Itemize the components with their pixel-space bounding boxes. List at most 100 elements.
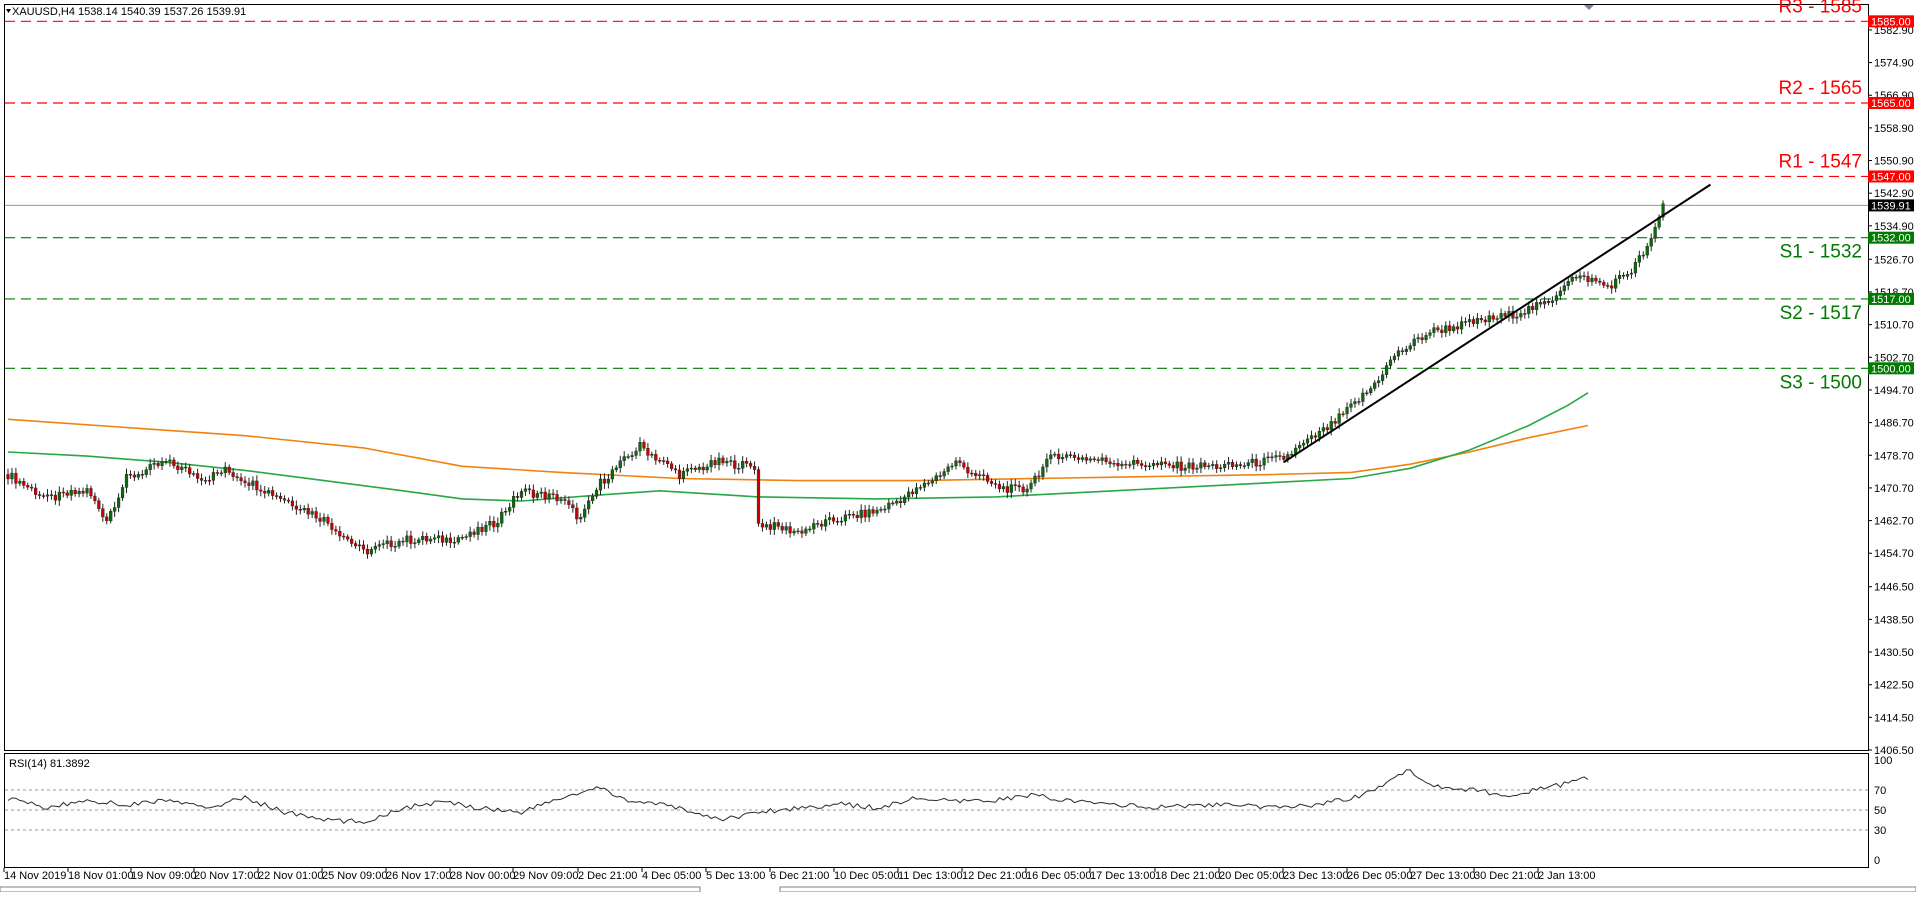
candle-body	[1250, 458, 1254, 463]
candle-body	[140, 474, 144, 476]
candle-body	[820, 524, 824, 527]
tab-strip-right[interactable]	[779, 886, 1916, 893]
candle-body	[535, 493, 539, 498]
candle-body	[1416, 337, 1420, 340]
candle-body	[737, 468, 741, 470]
candle-body	[1499, 313, 1503, 319]
candle-body	[1076, 457, 1081, 460]
candle-body	[946, 466, 950, 472]
candle-body	[1041, 466, 1045, 477]
candle-body	[993, 483, 998, 485]
candle-body	[1380, 374, 1385, 381]
shift-marker-icon[interactable]	[1584, 5, 1594, 10]
candle-body	[203, 480, 208, 482]
candle-body	[551, 493, 555, 495]
candle-body	[958, 460, 962, 464]
candle-body	[808, 528, 812, 531]
candle-body	[1037, 475, 1041, 478]
level-tag-text: 1585.00	[1871, 16, 1911, 28]
tab-strip-left[interactable]	[0, 886, 701, 893]
candle-body	[867, 509, 871, 518]
candle-body	[1092, 458, 1096, 461]
candle-body	[164, 461, 168, 463]
candle-body	[89, 488, 93, 497]
time-tick-label: 30 Dec 21:00	[1474, 870, 1539, 882]
candle-body	[638, 442, 642, 452]
candle-body	[1396, 350, 1400, 357]
candle-body	[1582, 275, 1586, 277]
candle-body	[780, 526, 784, 531]
candle-body	[211, 472, 215, 481]
candle-body	[184, 466, 188, 469]
candle-body	[1298, 445, 1302, 449]
candle-body	[598, 478, 603, 491]
candle-body	[670, 463, 674, 469]
rsi-tick-label: 30	[1874, 825, 1886, 837]
candle-body	[776, 522, 780, 527]
candle-body	[38, 494, 42, 496]
candle-body	[180, 466, 184, 470]
candle-body	[1495, 318, 1499, 320]
candle-body	[1471, 319, 1476, 324]
candle-body	[1487, 315, 1491, 323]
candle-body	[1483, 319, 1487, 323]
candle-body	[492, 521, 496, 528]
candle-body	[1550, 300, 1555, 303]
rsi-tick-label: 100	[1874, 755, 1892, 767]
candle-body	[448, 537, 452, 543]
candle-body	[381, 543, 385, 545]
candle-body	[1033, 475, 1037, 484]
candle-body	[733, 460, 737, 469]
candle-body	[602, 478, 607, 484]
candle-body	[1321, 427, 1325, 432]
collapse-triangle-icon[interactable]	[6, 9, 11, 13]
candle-body	[1538, 302, 1543, 305]
candle-body	[1519, 313, 1523, 318]
candle-body	[397, 540, 401, 547]
candle-body	[851, 514, 855, 516]
candle-body	[1424, 335, 1428, 340]
candle-body	[1436, 327, 1440, 331]
candle-body	[800, 530, 804, 534]
candle-body	[618, 460, 622, 468]
candle-body	[583, 508, 587, 518]
trendline[interactable]	[1283, 183, 1711, 464]
candle-body	[26, 485, 30, 488]
candle-body	[1230, 462, 1235, 467]
candle-body	[1266, 456, 1270, 459]
candle-body	[480, 526, 484, 532]
candle-body	[1136, 460, 1140, 464]
candle-body	[875, 509, 879, 514]
candle-body	[452, 542, 456, 544]
candle-body	[1305, 438, 1310, 444]
candle-body	[109, 511, 113, 522]
candle-body	[1562, 285, 1566, 292]
candle-body	[369, 549, 373, 555]
candle-body	[14, 472, 18, 484]
rsi-line	[7, 769, 1589, 824]
candle-body	[843, 514, 847, 522]
candle-body	[1432, 327, 1436, 333]
candle-body	[1523, 313, 1527, 315]
candle-body	[385, 540, 389, 544]
time-tick-label: 16 Dec 05:00	[1026, 870, 1091, 882]
candle-body	[148, 464, 152, 470]
candle-body	[1621, 275, 1626, 277]
candle-body	[1100, 457, 1104, 461]
candle-body	[120, 487, 125, 499]
candle-body	[543, 491, 547, 500]
candle-body	[563, 499, 567, 501]
candle-body	[922, 482, 926, 488]
candle-body	[1353, 401, 1357, 405]
candle-body	[1147, 465, 1152, 468]
candle-body	[247, 482, 251, 486]
candle-body	[65, 492, 69, 496]
candle-body	[626, 456, 630, 458]
candle-body	[1452, 326, 1456, 332]
candle-body	[1203, 462, 1207, 467]
candle-body	[752, 466, 757, 470]
candle-body	[515, 496, 520, 498]
candle-body	[152, 463, 156, 465]
candle-body	[132, 474, 136, 478]
time-tick-label: 18 Nov 01:00	[68, 870, 133, 882]
